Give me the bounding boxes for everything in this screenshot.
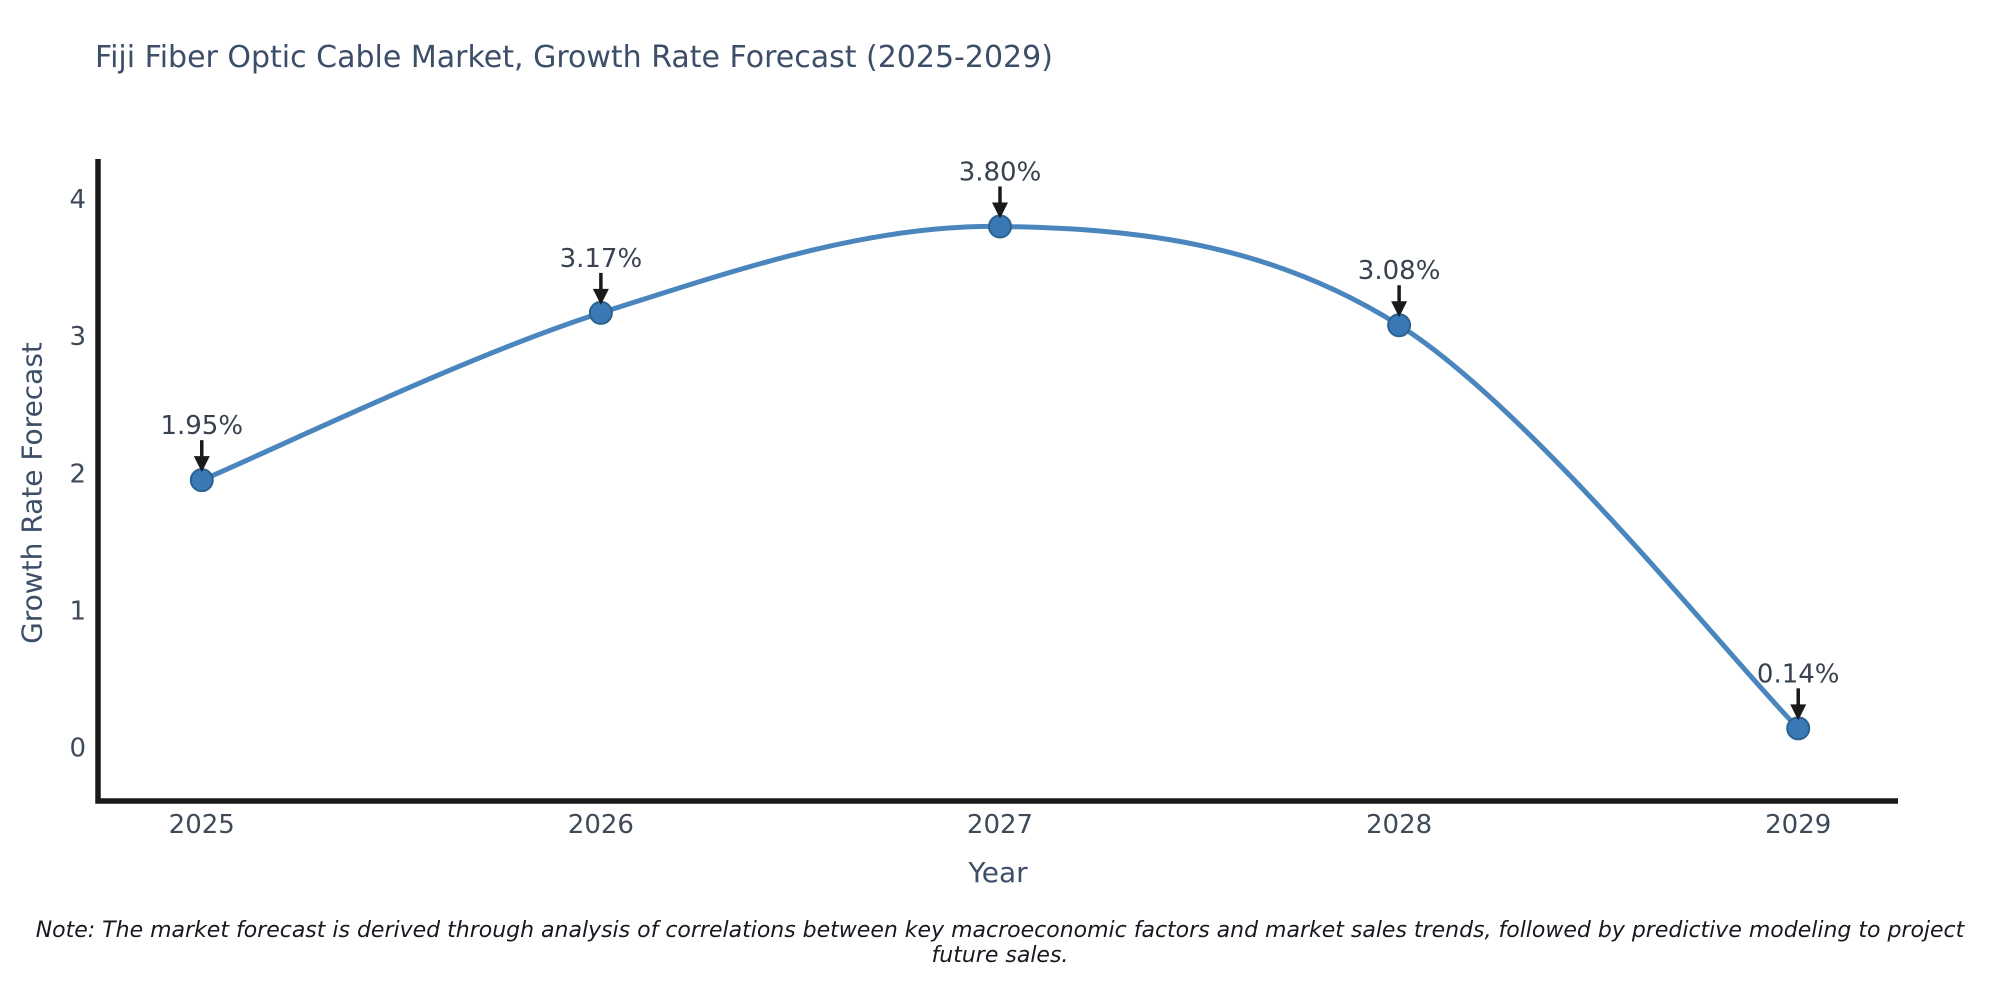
x-tick-label: 2027 (967, 810, 1033, 840)
annotation-arrow-head (1790, 704, 1807, 721)
y-axis-title: Growth Rate Forecast (15, 342, 49, 644)
data-point-label: 3.08% (1358, 256, 1441, 286)
annotation-arrow-head (1391, 301, 1408, 318)
data-point-label: 3.80% (959, 157, 1042, 187)
axis-spines (95, 159, 1898, 804)
data-point-marker (1786, 716, 1811, 741)
y-tick-label: 4 (69, 185, 86, 215)
data-point-marker (987, 214, 1012, 239)
annotation-arrow-head (592, 288, 609, 305)
data-point-marker (189, 468, 214, 493)
y-tick-label: 3 (69, 322, 86, 352)
data-point-label: 0.14% (1757, 659, 1840, 689)
x-tick-label: 2026 (568, 810, 634, 840)
x-tick-label: 2025 (169, 810, 235, 840)
data-point-label: 3.17% (560, 244, 643, 274)
footnote: Note: The market forecast is derived thr… (35, 918, 1965, 968)
annotation-arrow-head (991, 202, 1008, 219)
annotation-arrow-head (193, 456, 210, 473)
y-tick-label: 0 (69, 734, 86, 764)
forecast-line (199, 223, 1801, 731)
x-tick-label: 2029 (1765, 810, 1831, 840)
y-tick-label: 1 (69, 596, 86, 626)
chart-title: Fiji Fiber Optic Cable Market, Growth Ra… (95, 40, 1053, 75)
data-point-label: 1.95% (160, 411, 243, 441)
y-tick-label: 2 (69, 459, 86, 489)
data-point-marker (588, 300, 613, 325)
data-point-marker (1387, 313, 1412, 338)
x-axis-title: Year (968, 856, 1028, 889)
x-tick-label: 2028 (1366, 810, 1432, 840)
